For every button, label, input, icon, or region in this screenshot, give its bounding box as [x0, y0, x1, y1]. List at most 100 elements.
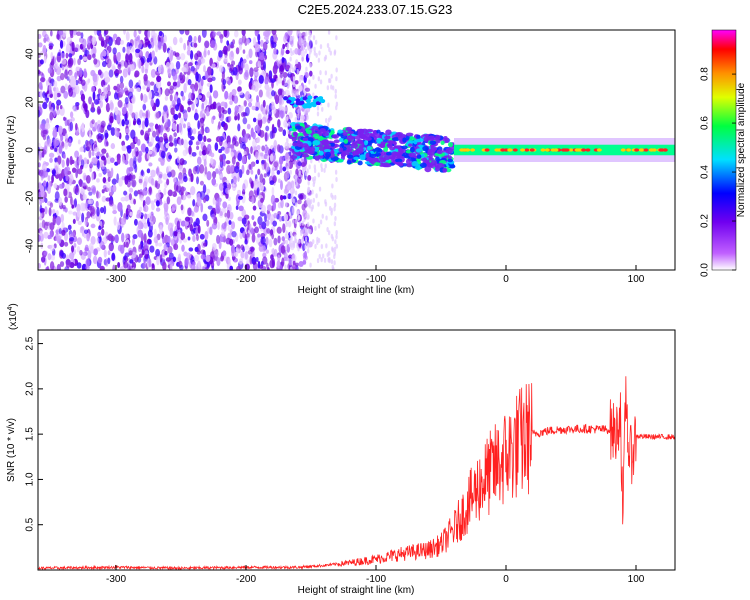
spectrogram-cell	[230, 244, 235, 254]
spectrogram-cell	[245, 91, 251, 101]
spectrogram-cell	[293, 65, 297, 71]
spectrogram-cell	[337, 129, 344, 134]
spectrogram-cell	[312, 92, 315, 98]
spectrogram-cell	[190, 186, 196, 196]
spectrogram-cell	[308, 146, 316, 153]
spectrogram-cell	[295, 59, 298, 65]
spectrogram-cell	[246, 38, 250, 45]
spectrogram-cell	[278, 126, 284, 132]
spectrogram-cell	[61, 229, 66, 236]
spectrogram-cell	[238, 258, 244, 265]
spectrogram-cell	[73, 242, 77, 248]
spectrogram-cell	[339, 143, 344, 149]
spectrogram-cell	[167, 189, 173, 197]
colorbar-tick-label: 0.2	[700, 214, 711, 228]
spectrogram-cell	[309, 47, 313, 53]
spectrogram-cell	[416, 154, 422, 159]
spectrogram-cell	[257, 33, 261, 42]
spectrogram-cell	[178, 165, 184, 172]
spectrogram-cell	[96, 206, 100, 217]
spectrogram-cell	[195, 62, 200, 70]
carrier-peak	[634, 148, 640, 152]
spectrogram-cell	[132, 237, 135, 246]
spectrogram-cell	[162, 261, 167, 270]
spectrogram-cell	[335, 234, 338, 240]
spectrogram-cell	[173, 231, 178, 237]
spectrogram-cell	[223, 45, 228, 55]
spectrogram-cell	[331, 247, 335, 253]
spectrogram-cell	[49, 261, 55, 270]
carrier-peak	[507, 148, 513, 152]
spectrogram-cell	[187, 127, 193, 136]
spectrogram-cell	[176, 156, 180, 164]
spectrogram-cell	[93, 58, 98, 65]
spectrogram-cell	[108, 242, 114, 252]
spectrogram-cell	[251, 84, 256, 91]
spectrogram-cell	[69, 236, 75, 242]
spectrogram-cell	[40, 85, 43, 91]
spectrogram-cell	[105, 38, 110, 43]
spectrogram-cell	[171, 100, 175, 107]
spectrogram-cell	[333, 202, 337, 208]
spectrogram-cell	[63, 188, 68, 197]
spectrogram-cell	[330, 207, 333, 213]
spectrogram-cell	[138, 253, 143, 258]
spectrogram-cell	[234, 105, 240, 114]
spectrogram-cell	[183, 176, 188, 183]
spectrogram-cell	[47, 253, 52, 261]
spectrogram-cell	[303, 90, 307, 96]
spectrogram-cell	[121, 145, 127, 152]
spectrogram-cell	[168, 252, 174, 260]
spectrogram-cell	[166, 196, 171, 205]
spectrogram-cell	[316, 258, 320, 264]
spectrogram-cell	[268, 87, 273, 92]
spectrogram-cell	[167, 81, 172, 87]
spectrogram-cell	[56, 263, 62, 270]
carrier-peak	[564, 148, 570, 152]
spectrogram-cell	[288, 67, 292, 73]
spectrogram-cell	[295, 151, 302, 157]
spectrogram-cell	[114, 72, 119, 78]
spectrogram-cell	[283, 35, 288, 43]
spectrogram-cell	[272, 220, 278, 227]
spectrogram-cell	[267, 267, 270, 270]
spectrogram-cell	[84, 49, 90, 57]
spectrogram-cell	[187, 44, 191, 52]
spectrogram-cell	[86, 140, 91, 151]
spectrogram-cell	[76, 262, 82, 269]
spectrogram-cell	[216, 257, 221, 267]
spectrogram-cell	[110, 143, 116, 150]
spectrogram-cell	[334, 194, 337, 200]
spectrogram-cell	[280, 106, 285, 111]
spectrogram-cell	[285, 230, 288, 236]
spectrogram-cell	[123, 255, 127, 261]
spectrogram-cell	[304, 244, 307, 250]
spectrogram-cell	[273, 161, 279, 168]
spectrogram-cell	[138, 59, 142, 70]
spectrogram-cell	[122, 46, 126, 53]
spectrogram-cell	[44, 34, 49, 42]
spectrogram-cell	[402, 137, 407, 143]
spectrogram-cell	[342, 131, 348, 137]
spectrogram-cell	[69, 121, 74, 132]
spectrogram-cell	[129, 142, 135, 150]
spectrogram-cell	[278, 65, 285, 75]
spectrogram-cell	[107, 250, 111, 256]
spectrogram-cell	[293, 90, 298, 97]
spectrogram-cell	[233, 30, 239, 38]
spectrogram-cell	[105, 152, 109, 158]
colorbar-tick-label: 0.4	[700, 165, 711, 179]
spectrogram-cell	[60, 213, 65, 223]
spectrogram-cell	[99, 100, 103, 108]
spectrogram-cell	[142, 93, 148, 104]
spectrogram-cell	[65, 258, 71, 269]
spectrogram-cell	[276, 144, 281, 153]
y-tick-label: -20	[25, 190, 36, 205]
spectrogram-cell	[204, 231, 209, 241]
spectrogram-cell	[296, 91, 299, 97]
spectrogram-cell	[192, 128, 197, 135]
spectrogram-cell	[288, 211, 292, 217]
spectrogram-cell	[164, 207, 168, 217]
spectrogram-cell	[307, 174, 312, 182]
spectrogram-cell	[176, 97, 181, 107]
